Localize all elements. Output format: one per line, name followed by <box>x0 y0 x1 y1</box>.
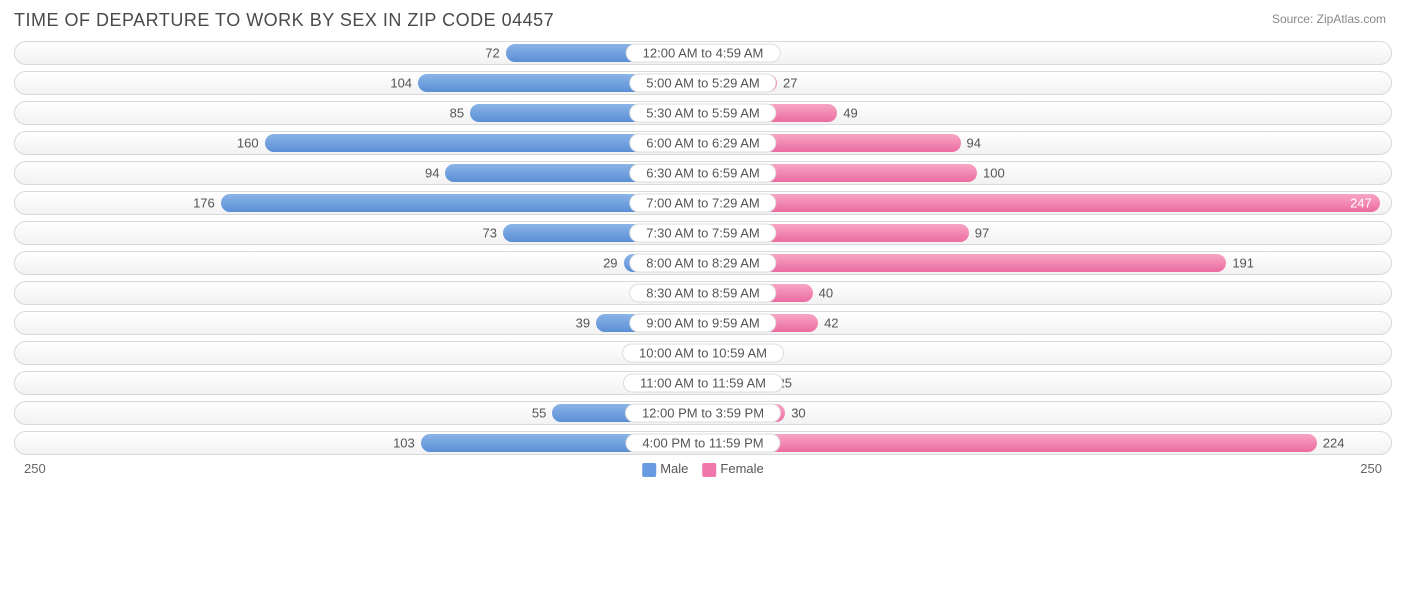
female-value: 97 <box>969 226 989 241</box>
legend-male: Male <box>642 461 688 477</box>
male-value: 29 <box>603 256 623 271</box>
category-label: 4:00 PM to 11:59 PM <box>625 434 780 453</box>
category-label: 8:30 AM to 8:59 AM <box>629 284 776 303</box>
male-swatch <box>642 463 656 477</box>
bar-row: 72512:00 AM to 4:59 AM <box>14 41 1392 65</box>
bar-row: 55 30 12:00 PM to 3:59 PM <box>14 401 1392 425</box>
female-value: 30 <box>785 406 805 421</box>
bar-row: 85 49 5:30 AM to 5:59 AM <box>14 101 1392 125</box>
axis-max-right: 250 <box>1360 461 1382 476</box>
diverging-bar-chart: 72512:00 AM to 4:59 AM 104 275:00 AM to 5:… <box>14 41 1392 455</box>
bar-row: 104 275:00 AM to 5:29 AM <box>14 71 1392 95</box>
male-value: 104 <box>390 76 418 91</box>
category-label: 5:00 AM to 5:29 AM <box>629 74 776 93</box>
axis-row: 250 Male Female 250 <box>14 461 1392 481</box>
category-label: 12:00 PM to 3:59 PM <box>625 404 781 423</box>
female-value: 224 <box>1317 436 1345 451</box>
category-label: 7:00 AM to 7:29 AM <box>629 194 776 213</box>
female-value: 94 <box>961 136 981 151</box>
bar-row: 39 42 9:00 AM to 9:59 AM <box>14 311 1392 335</box>
category-label: 7:30 AM to 7:59 AM <box>629 224 776 243</box>
male-value: 176 <box>193 196 221 211</box>
female-swatch <box>702 463 716 477</box>
female-value: 40 <box>813 286 833 301</box>
category-label: 9:00 AM to 9:59 AM <box>629 314 776 333</box>
female-value: 49 <box>837 106 857 121</box>
female-bar: 224 <box>703 434 1317 452</box>
female-value: 27 <box>777 76 797 91</box>
legend-female-label: Female <box>720 461 763 476</box>
bar-row: 73 97 7:30 AM to 7:59 AM <box>14 221 1392 245</box>
male-value: 94 <box>425 166 445 181</box>
category-label: 8:00 AM to 8:29 AM <box>629 254 776 273</box>
bar-row: 291918:00 AM to 8:29 AM <box>14 251 1392 275</box>
category-label: 10:00 AM to 10:59 AM <box>622 344 784 363</box>
female-bar: 247 <box>703 194 1380 212</box>
male-value: 39 <box>576 316 596 331</box>
male-value: 103 <box>393 436 421 451</box>
bar-row: 160 94 6:00 AM to 6:29 AM <box>14 131 1392 155</box>
male-value: 160 <box>237 136 265 151</box>
category-label: 12:00 AM to 4:59 AM <box>626 44 781 63</box>
category-label: 6:00 AM to 6:29 AM <box>629 134 776 153</box>
source-attribution: Source: ZipAtlas.com <box>1272 12 1386 26</box>
female-value: 100 <box>977 166 1005 181</box>
female-value: 42 <box>818 316 838 331</box>
bar-row: 42511:00 AM to 11:59 AM <box>14 371 1392 395</box>
category-label: 5:30 AM to 5:59 AM <box>629 104 776 123</box>
category-label: 6:30 AM to 6:59 AM <box>629 164 776 183</box>
male-value: 55 <box>532 406 552 421</box>
male-value: 85 <box>450 106 470 121</box>
axis-max-left: 250 <box>24 461 46 476</box>
bar-row: 176 247 7:00 AM to 7:29 AM <box>14 191 1392 215</box>
male-value: 73 <box>483 226 503 241</box>
bar-row: 1032244:00 PM to 11:59 PM <box>14 431 1392 455</box>
bar-row: 0408:30 AM to 8:59 AM <box>14 281 1392 305</box>
female-value: 191 <box>1226 256 1254 271</box>
bar-row: 01810:00 AM to 10:59 AM <box>14 341 1392 365</box>
chart-title: TIME OF DEPARTURE TO WORK BY SEX IN ZIP … <box>14 10 1392 31</box>
female-value: 247 <box>1350 196 1372 211</box>
legend: Male Female <box>642 461 764 477</box>
legend-male-label: Male <box>660 461 688 476</box>
bar-row: 94 100 6:30 AM to 6:59 AM <box>14 161 1392 185</box>
category-label: 11:00 AM to 11:59 AM <box>623 374 783 393</box>
female-bar: 191 <box>703 254 1226 272</box>
legend-female: Female <box>702 461 763 477</box>
male-value: 72 <box>485 46 505 61</box>
